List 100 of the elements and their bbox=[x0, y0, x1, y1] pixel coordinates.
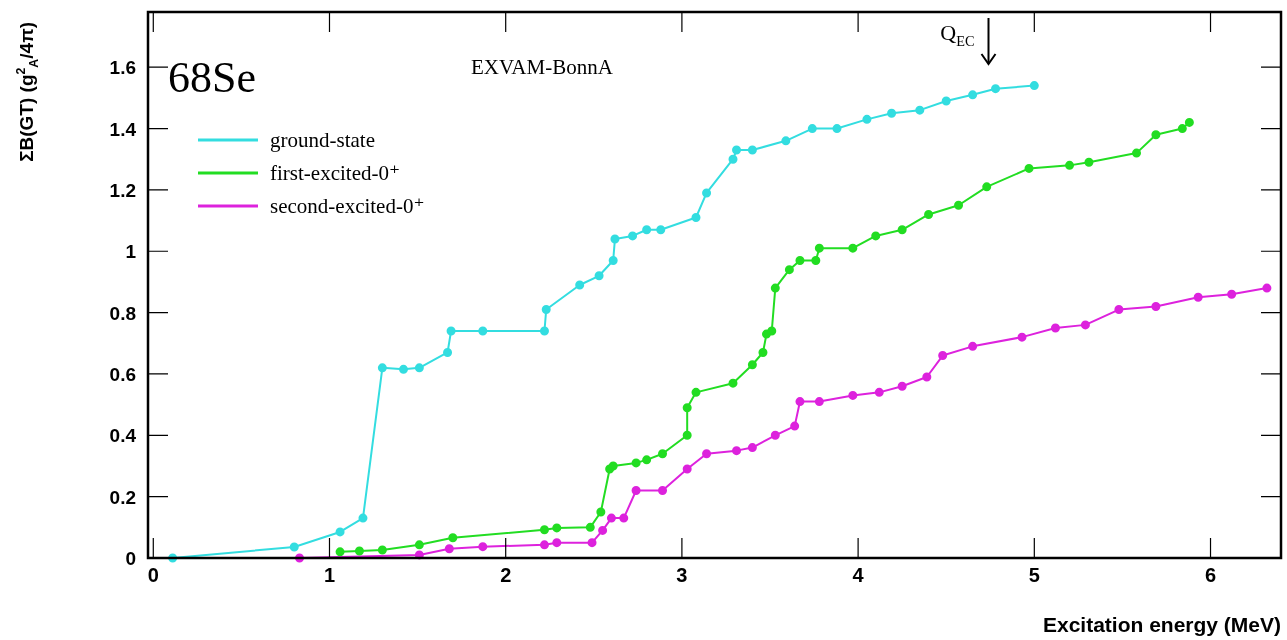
point bbox=[938, 351, 948, 361]
point bbox=[770, 283, 780, 293]
point bbox=[596, 507, 606, 517]
point bbox=[897, 381, 907, 391]
point bbox=[682, 464, 692, 474]
point bbox=[682, 430, 692, 440]
point bbox=[1029, 81, 1039, 91]
point bbox=[784, 265, 794, 275]
point bbox=[414, 363, 424, 373]
point bbox=[848, 243, 858, 253]
point bbox=[539, 525, 549, 535]
point bbox=[594, 271, 604, 281]
point bbox=[848, 390, 858, 400]
x-tick-label: 1 bbox=[323, 564, 336, 586]
point bbox=[585, 522, 595, 532]
point bbox=[871, 231, 881, 241]
point bbox=[335, 527, 345, 537]
x-tick-label: 5 bbox=[1028, 564, 1040, 586]
point bbox=[922, 372, 932, 382]
legend-label: first-excited-0⁺ bbox=[270, 161, 401, 185]
x-tick-label: 2 bbox=[500, 564, 512, 586]
point bbox=[682, 403, 692, 413]
point bbox=[702, 449, 712, 459]
x-tick-label: 3 bbox=[676, 564, 688, 586]
point bbox=[610, 234, 620, 244]
text: 68Se bbox=[168, 53, 256, 102]
point bbox=[587, 538, 597, 548]
point bbox=[628, 231, 638, 241]
point bbox=[924, 209, 934, 219]
point bbox=[1132, 148, 1142, 158]
point bbox=[862, 114, 872, 124]
point bbox=[1193, 292, 1203, 302]
point bbox=[814, 397, 824, 407]
point bbox=[335, 547, 345, 557]
point bbox=[289, 542, 299, 552]
point bbox=[781, 136, 791, 146]
point bbox=[941, 96, 951, 106]
legend-label: second-excited-0⁺ bbox=[270, 194, 425, 218]
y-tick-label: 0.2 bbox=[109, 486, 136, 508]
point bbox=[832, 124, 842, 134]
point bbox=[377, 545, 387, 555]
point bbox=[598, 525, 608, 535]
point bbox=[691, 387, 701, 397]
point bbox=[631, 486, 641, 496]
point bbox=[478, 542, 488, 552]
point bbox=[358, 513, 368, 523]
point bbox=[656, 225, 666, 235]
point bbox=[807, 124, 817, 134]
point bbox=[658, 449, 668, 459]
point bbox=[642, 455, 652, 465]
y-tick-label: 0.4 bbox=[109, 425, 137, 447]
point bbox=[702, 188, 712, 198]
point bbox=[747, 360, 757, 370]
point bbox=[968, 341, 978, 351]
point bbox=[968, 90, 978, 100]
point bbox=[1151, 130, 1161, 140]
point bbox=[1151, 301, 1161, 311]
point bbox=[539, 540, 549, 550]
point bbox=[790, 421, 800, 431]
point bbox=[443, 347, 453, 357]
x-axis-title: Excitation energy (MeV) bbox=[1042, 613, 1282, 636]
point bbox=[1177, 124, 1187, 134]
point bbox=[795, 255, 805, 265]
point bbox=[478, 326, 488, 336]
point bbox=[377, 363, 387, 373]
point bbox=[1114, 305, 1124, 315]
x-tick-label: 4 bbox=[852, 564, 865, 586]
point bbox=[897, 225, 907, 235]
point bbox=[1262, 283, 1272, 293]
point bbox=[814, 243, 824, 253]
x-tick-label: 6 bbox=[1204, 564, 1217, 586]
point bbox=[552, 538, 562, 548]
point bbox=[811, 255, 821, 265]
point bbox=[1080, 320, 1090, 330]
y-tick-label: 0.6 bbox=[109, 363, 136, 385]
point bbox=[539, 326, 549, 336]
point bbox=[399, 364, 408, 374]
point bbox=[982, 182, 992, 192]
point bbox=[1184, 117, 1194, 127]
y-tick-label: 1.4 bbox=[109, 118, 137, 140]
point bbox=[1024, 163, 1034, 173]
y-axis-title: ΣB(GT) (g2A/4π) bbox=[14, 21, 41, 162]
point bbox=[606, 513, 616, 523]
y-tick-label: 1 bbox=[125, 241, 137, 263]
point bbox=[448, 533, 458, 543]
point bbox=[728, 154, 738, 164]
point bbox=[1084, 157, 1094, 167]
y-tick-label: 0 bbox=[125, 548, 136, 569]
point bbox=[608, 255, 618, 265]
point bbox=[1227, 289, 1237, 299]
legend-label: ground-state bbox=[270, 128, 375, 152]
x-tick-label: 0 bbox=[147, 564, 159, 586]
point bbox=[444, 544, 454, 554]
text: EXVAM-BonnA bbox=[470, 55, 614, 79]
point bbox=[954, 200, 964, 210]
y-tick-label: 1.6 bbox=[109, 57, 136, 79]
point bbox=[915, 105, 925, 115]
point bbox=[414, 540, 424, 550]
point bbox=[874, 387, 884, 397]
y-tick-label: 1.2 bbox=[109, 179, 136, 201]
